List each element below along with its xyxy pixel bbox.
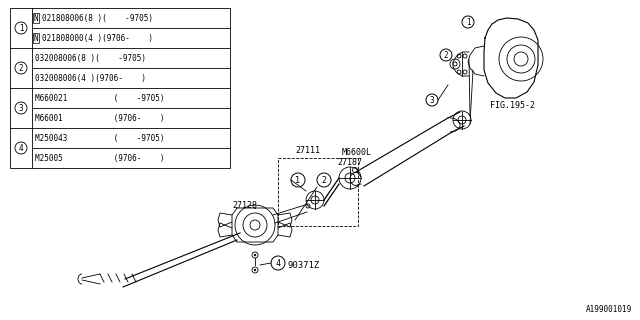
Text: 2: 2: [321, 175, 326, 185]
Text: 021808000(4 )(9706-    ): 021808000(4 )(9706- ): [42, 34, 153, 43]
Text: 1: 1: [466, 18, 470, 27]
Text: M25005           (9706-    ): M25005 (9706- ): [35, 154, 164, 163]
Text: N: N: [34, 34, 38, 43]
Text: 27187: 27187: [337, 158, 362, 167]
Text: 27111: 27111: [295, 146, 320, 155]
Text: N: N: [34, 13, 38, 22]
Text: M250043          (    -9705): M250043 ( -9705): [35, 133, 164, 142]
Circle shape: [254, 269, 256, 271]
Text: 90371Z: 90371Z: [288, 261, 320, 270]
Text: 2: 2: [444, 51, 448, 60]
Text: A199001019: A199001019: [586, 305, 632, 314]
Text: 032008006(4 )(9706-    ): 032008006(4 )(9706- ): [35, 74, 146, 83]
Text: 3: 3: [429, 95, 435, 105]
Text: M6600L: M6600L: [342, 148, 372, 157]
Text: M66001           (9706-    ): M66001 (9706- ): [35, 114, 164, 123]
Text: 032008006(8 )(    -9705): 032008006(8 )( -9705): [35, 53, 146, 62]
Text: 3: 3: [19, 103, 23, 113]
Bar: [278, 158, 358, 226]
Text: 2: 2: [19, 63, 23, 73]
Text: 27128: 27128: [232, 201, 257, 210]
Bar: [10, 8, 230, 168]
Text: 1: 1: [296, 175, 301, 185]
Text: M660021          (    -9705): M660021 ( -9705): [35, 93, 164, 102]
Text: 021808006(8 )(    -9705): 021808006(8 )( -9705): [42, 13, 153, 22]
Text: FIG.195-2: FIG.195-2: [490, 101, 535, 110]
Text: 1: 1: [19, 23, 23, 33]
Circle shape: [254, 254, 256, 256]
Text: 4: 4: [275, 259, 280, 268]
Text: 4: 4: [19, 143, 23, 153]
